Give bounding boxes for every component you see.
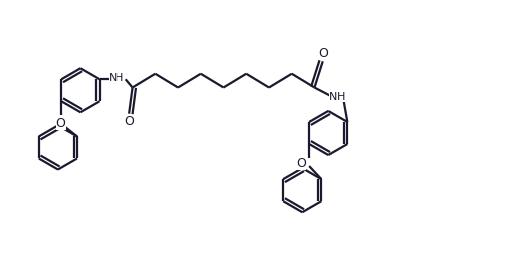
Text: O: O xyxy=(296,158,306,171)
Text: O: O xyxy=(124,116,134,129)
Text: O: O xyxy=(56,117,66,130)
Text: N: N xyxy=(109,73,117,83)
Text: H: H xyxy=(337,92,346,102)
Text: H: H xyxy=(115,73,123,83)
Text: O: O xyxy=(319,47,328,60)
Text: N: N xyxy=(329,92,337,102)
